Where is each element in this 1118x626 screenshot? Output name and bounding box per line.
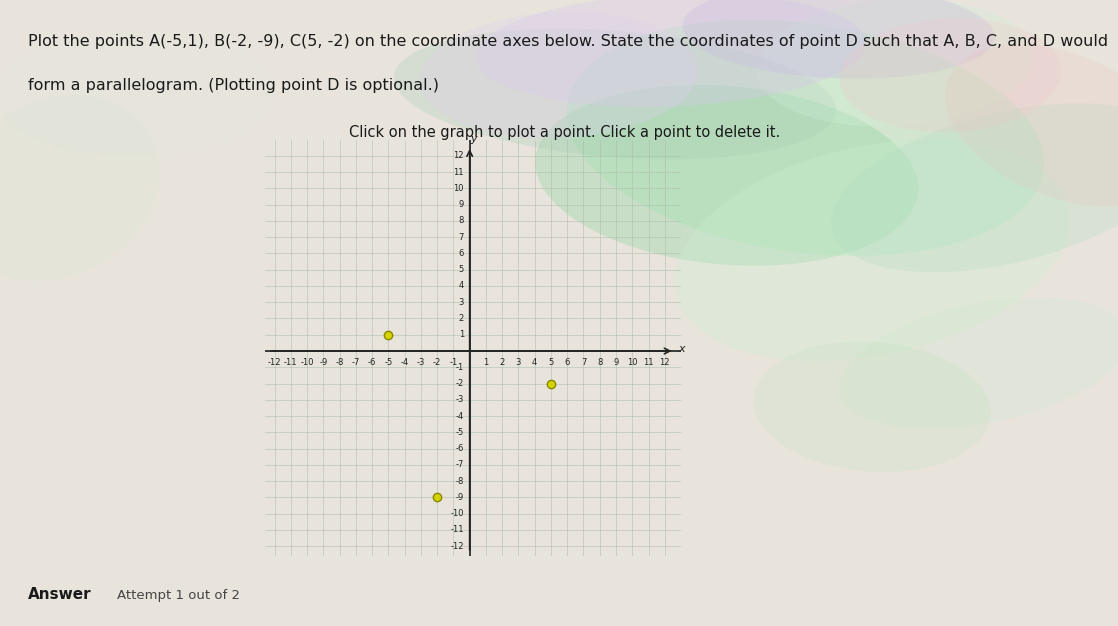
Text: -3: -3	[456, 395, 464, 404]
Ellipse shape	[682, 0, 995, 79]
Text: Answer: Answer	[28, 587, 92, 602]
Text: -8: -8	[335, 358, 343, 367]
Text: -2: -2	[456, 379, 464, 388]
Text: -4: -4	[456, 411, 464, 421]
Text: -5: -5	[456, 428, 464, 437]
Text: 12: 12	[660, 358, 670, 367]
Text: -11: -11	[284, 358, 297, 367]
Ellipse shape	[536, 85, 918, 266]
Text: -2: -2	[433, 358, 442, 367]
Text: 6: 6	[458, 249, 464, 258]
Text: -11: -11	[451, 525, 464, 535]
Text: -9: -9	[319, 358, 328, 367]
Text: Click on the graph to plot a point. Click a point to delete it.: Click on the graph to plot a point. Clic…	[349, 125, 780, 140]
Ellipse shape	[0, 95, 159, 281]
Text: -1: -1	[456, 362, 464, 372]
Text: 7: 7	[458, 233, 464, 242]
Text: 4: 4	[458, 282, 464, 290]
Text: -4: -4	[400, 358, 409, 367]
Ellipse shape	[0, 31, 274, 156]
Text: 9: 9	[458, 200, 464, 209]
Text: Attempt 1 out of 2: Attempt 1 out of 2	[117, 589, 240, 602]
Text: 2: 2	[500, 358, 505, 367]
Ellipse shape	[420, 12, 698, 138]
Text: -10: -10	[451, 509, 464, 518]
Ellipse shape	[945, 44, 1118, 206]
Text: y: y	[471, 135, 477, 145]
Text: 5: 5	[548, 358, 553, 367]
Text: -5: -5	[385, 358, 392, 367]
Text: 4: 4	[532, 358, 538, 367]
Text: Plot the points A(-5,1), B(-2, -9), C(5, -2) on the coordinate axes below. State: Plot the points A(-5,1), B(-2, -9), C(5,…	[28, 34, 1108, 49]
Text: 2: 2	[458, 314, 464, 323]
Text: 8: 8	[458, 217, 464, 225]
Text: -6: -6	[368, 358, 377, 367]
Text: 11: 11	[643, 358, 654, 367]
Text: 8: 8	[597, 358, 603, 367]
Text: 9: 9	[614, 358, 618, 367]
Text: 10: 10	[454, 184, 464, 193]
Ellipse shape	[840, 18, 1061, 132]
Text: -10: -10	[301, 358, 314, 367]
Text: -6: -6	[456, 444, 464, 453]
Text: 5: 5	[458, 265, 464, 274]
Text: -3: -3	[417, 358, 425, 367]
Text: 10: 10	[627, 358, 637, 367]
Text: -7: -7	[352, 358, 360, 367]
Text: -1: -1	[449, 358, 457, 367]
Text: -9: -9	[456, 493, 464, 502]
Ellipse shape	[566, 19, 1044, 256]
Text: -8: -8	[456, 476, 464, 486]
Text: x: x	[678, 344, 684, 354]
Text: -7: -7	[456, 460, 464, 470]
Ellipse shape	[831, 103, 1118, 272]
Text: form a parallelogram. (Plotting point D is optional.): form a parallelogram. (Plotting point D …	[28, 78, 439, 93]
Text: 1: 1	[483, 358, 489, 367]
Ellipse shape	[840, 297, 1118, 429]
Text: 11: 11	[454, 168, 464, 177]
Text: 3: 3	[515, 358, 521, 367]
Ellipse shape	[754, 342, 991, 472]
Text: 1: 1	[458, 331, 464, 339]
Text: 7: 7	[581, 358, 586, 367]
Text: 3: 3	[458, 298, 464, 307]
Ellipse shape	[394, 29, 836, 159]
Text: -12: -12	[451, 541, 464, 551]
Ellipse shape	[674, 140, 1070, 361]
Text: 12: 12	[454, 151, 464, 160]
Text: -12: -12	[268, 358, 282, 367]
Text: 6: 6	[565, 358, 570, 367]
Ellipse shape	[757, 0, 1032, 126]
Ellipse shape	[475, 0, 866, 107]
